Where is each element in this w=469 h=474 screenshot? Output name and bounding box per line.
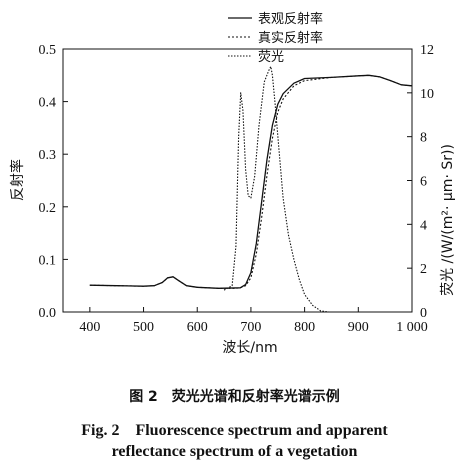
y-right-axis-label: 荧光 /(W/(m²· μm· Sr)) [439,144,456,296]
figure-caption-cn: 图 2 荧光光谱和反射率光谱示例 [129,389,340,405]
x-tick-label: 900 [348,320,369,335]
legend-label: 表观反射率 [258,11,323,27]
y-right-tick-label: 6 [420,175,427,190]
y-left-tick-label: 0.0 [39,306,57,321]
figure-caption-en-line2: reflectance spectrum of a vegetation [111,443,358,460]
legend-label: 荧光 [258,50,284,65]
series-line-2 [223,65,329,313]
y-right-tick-label: 4 [420,218,427,233]
y-right-tick-label: 12 [420,43,434,58]
x-tick-label: 700 [240,320,261,335]
y-left-axis-label: 反射率 [9,159,26,201]
y-left-tick-label: 0.4 [39,96,57,111]
x-tick-label: 400 [79,320,100,335]
y-left-tick-label: 0.3 [39,148,57,163]
x-axis-label: 波长/nm [222,340,277,356]
figure-caption-en-line1: Fig. 2 Fluorescence spectrum and apparen… [81,422,388,439]
chart: 400 500 600 700 800 900 1 000 0.0 0.1 0.2 0.3 0.4 0.… [9,11,456,356]
y-right-tick-label: 8 [420,131,427,146]
y-left-tick-label: 0.2 [39,201,57,216]
x-tick-label: 600 [187,320,208,335]
x-tick-label: 1 000 [396,320,428,335]
y-right-tick-label: 0 [420,306,427,321]
series-line-1 [89,74,413,289]
y-left-tick-label: 0.5 [39,43,57,58]
series-line-0 [89,74,413,289]
legend-label: 真实反射率 [258,30,323,46]
x-tick-label: 800 [294,320,315,335]
y-right-tick-label: 2 [420,262,427,277]
y-right-tick-label: 10 [420,87,434,102]
y-left-tick-label: 0.1 [39,253,57,268]
x-tick-label: 500 [133,320,154,335]
